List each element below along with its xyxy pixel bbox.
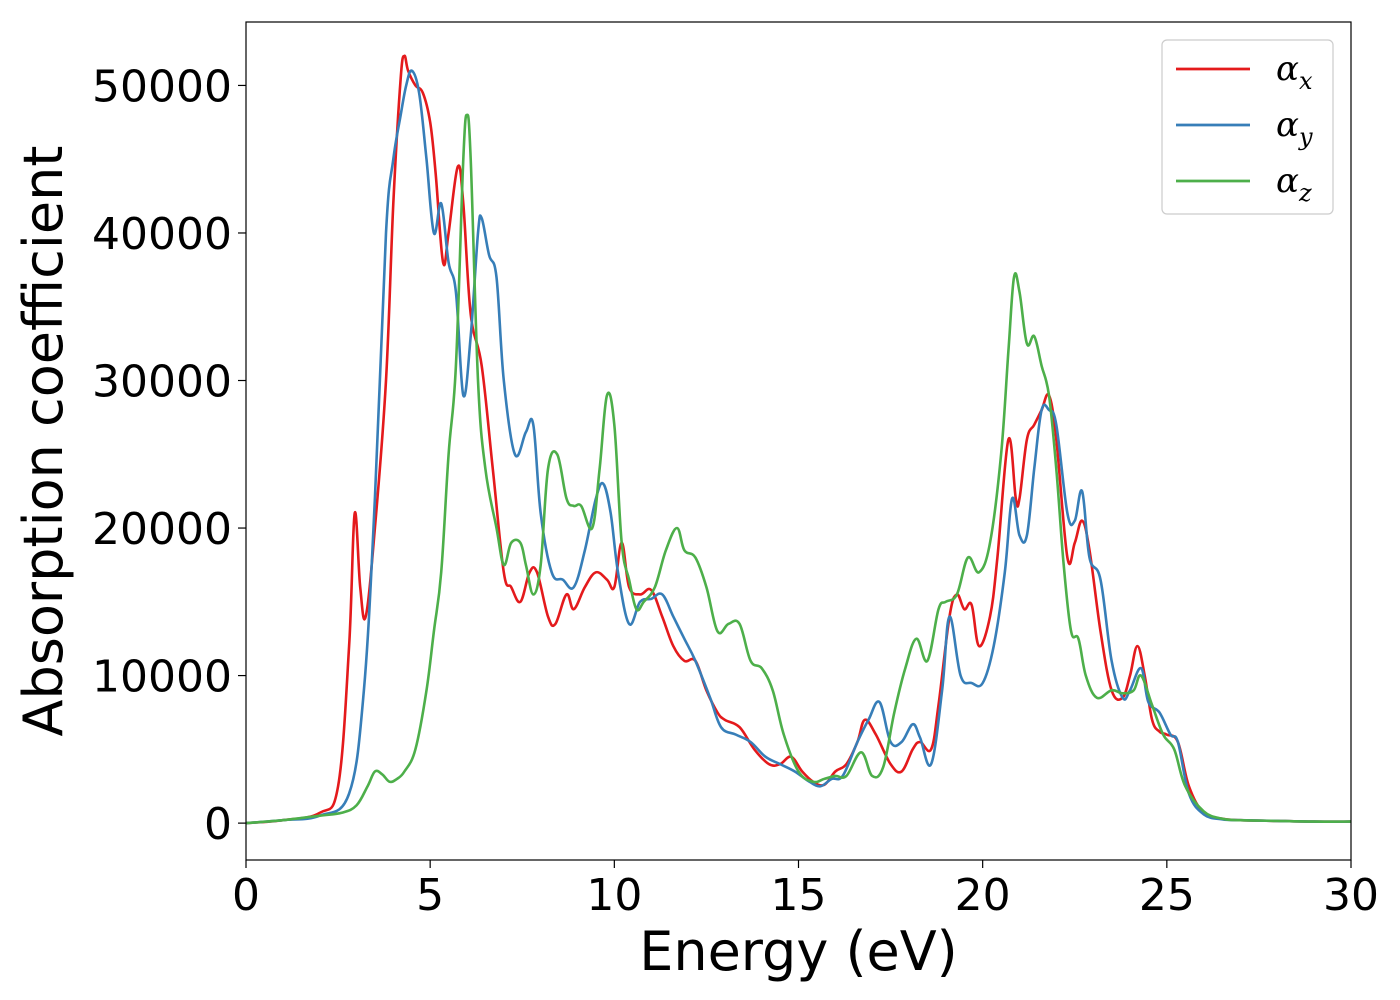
- legend-subscript: x: [1299, 67, 1313, 95]
- x-tick-label: 25: [1139, 870, 1195, 921]
- legend-subscript: z: [1298, 179, 1312, 207]
- series-layer: [246, 54, 1351, 825]
- y-tick-label: 10000: [92, 652, 232, 703]
- y-tick-label: 40000: [92, 209, 232, 260]
- y-tick-label: 50000: [92, 61, 232, 112]
- x-tick-label: 15: [771, 870, 827, 921]
- x-tick-label: 0: [232, 870, 260, 921]
- series-line-y: [246, 69, 1351, 825]
- y-tick-label: 20000: [92, 504, 232, 555]
- x-tick-label: 10: [586, 870, 642, 921]
- series-line-z: [246, 113, 1351, 825]
- x-axis-label: Energy (eV): [639, 920, 958, 983]
- legend-subscript: y: [1298, 123, 1313, 151]
- x-tick-label: 30: [1323, 870, 1379, 921]
- y-axis-ticks: 0 10000 20000 30000 40000 50000: [92, 61, 246, 850]
- y-axis-label: Absorption coefficient: [12, 146, 75, 737]
- legend-symbol: α: [1276, 49, 1299, 89]
- series-line-x: [246, 54, 1351, 825]
- y-tick-label: 30000: [92, 357, 232, 408]
- legend-symbol: α: [1276, 161, 1299, 201]
- legend-label-y: αy: [1276, 105, 1313, 151]
- legend-symbol: α: [1276, 105, 1299, 145]
- x-tick-label: 5: [416, 870, 444, 921]
- y-tick-label: 0: [204, 799, 232, 850]
- legend-label-x: αx: [1276, 49, 1313, 95]
- x-axis-ticks: 0 5 10 15 20 25 30: [232, 860, 1379, 921]
- legend-box: [1161, 39, 1334, 215]
- x-tick-label: 20: [955, 870, 1011, 921]
- legend-label-z: αz: [1276, 161, 1312, 207]
